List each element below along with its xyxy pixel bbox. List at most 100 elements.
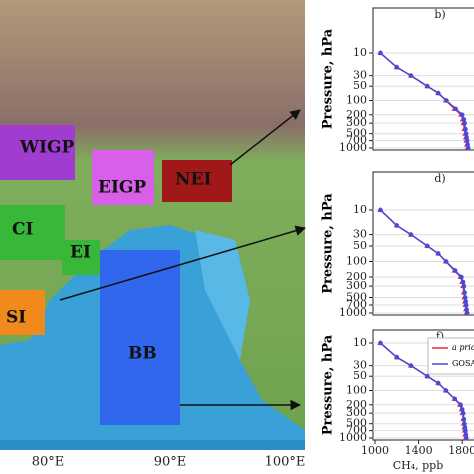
point bbox=[378, 207, 383, 213]
point bbox=[465, 145, 471, 151]
panel-label: f) bbox=[436, 330, 444, 343]
region-label: NEI bbox=[175, 170, 211, 190]
legend-box bbox=[427, 337, 474, 375]
legend-label: a priori bbox=[452, 343, 474, 352]
point bbox=[464, 307, 469, 312]
point bbox=[463, 432, 469, 437]
point bbox=[435, 251, 441, 256]
arrow bbox=[59, 225, 307, 301]
point bbox=[463, 131, 469, 137]
y-tick-label: 50 bbox=[353, 369, 367, 382]
point bbox=[443, 388, 449, 393]
x-tick-label: 1000 bbox=[361, 444, 389, 457]
region-bb bbox=[100, 250, 180, 425]
y-tick-label: 30 bbox=[353, 359, 367, 372]
map: WIGP EIGP NEI CI EI SI BB 80°E 90°E 100°… bbox=[0, 0, 307, 470]
point bbox=[459, 112, 465, 118]
y-tick-label: 500 bbox=[346, 290, 367, 303]
point bbox=[452, 396, 458, 402]
y-axis-label: Pressure, hPa bbox=[321, 28, 336, 129]
point bbox=[408, 363, 414, 368]
point bbox=[460, 279, 466, 285]
region-si bbox=[0, 290, 45, 335]
point bbox=[463, 302, 469, 308]
x-tick-label: 1800 bbox=[448, 444, 474, 457]
point bbox=[462, 120, 467, 126]
y-tick-label: 1000 bbox=[339, 306, 367, 319]
point bbox=[463, 126, 468, 132]
point bbox=[459, 274, 464, 280]
point bbox=[435, 380, 441, 386]
point bbox=[460, 410, 466, 416]
plot-frame bbox=[372, 7, 474, 151]
y-tick-label: 100 bbox=[346, 384, 367, 397]
arrow bbox=[229, 109, 301, 166]
lon-label: 90°E bbox=[154, 455, 187, 470]
point bbox=[462, 295, 468, 300]
y-tick-label: 1000 bbox=[339, 141, 367, 154]
point bbox=[453, 106, 458, 112]
y-tick-label: 700 bbox=[346, 298, 367, 311]
region-ei bbox=[62, 240, 100, 275]
y-tick-label: 30 bbox=[353, 69, 367, 82]
panel-label: b) bbox=[434, 8, 445, 21]
shelf bbox=[195, 230, 250, 360]
y-tick-label: 50 bbox=[353, 79, 367, 92]
y-tick-label: 10 bbox=[353, 203, 367, 216]
y-axis-label: Pressure, hPa bbox=[321, 193, 336, 294]
y-tick-label: 30 bbox=[353, 228, 367, 241]
point bbox=[459, 407, 465, 412]
y-tick-label: 500 bbox=[346, 127, 367, 140]
y-tick-label: 200 bbox=[346, 398, 367, 411]
y-tick-label: 700 bbox=[346, 134, 367, 147]
region-ci bbox=[0, 205, 65, 260]
region-label: EI bbox=[70, 243, 91, 263]
point bbox=[394, 64, 400, 70]
y-tick-label: 100 bbox=[346, 94, 367, 107]
y-tick-label: 300 bbox=[346, 279, 367, 292]
point bbox=[378, 340, 383, 346]
point bbox=[463, 435, 469, 441]
ocean-edge bbox=[0, 440, 305, 450]
y-tick-label: 200 bbox=[346, 270, 367, 283]
region-label: SI bbox=[6, 308, 26, 328]
y-tick-label: 1000 bbox=[339, 431, 367, 444]
point bbox=[463, 299, 468, 304]
panel-label: d) bbox=[434, 172, 445, 185]
point bbox=[394, 354, 400, 360]
region-eigp bbox=[92, 150, 154, 205]
x-axis-label: CH₄, ppb bbox=[393, 459, 444, 472]
point bbox=[452, 268, 458, 273]
y-axis-label: Pressure, hPa bbox=[321, 334, 336, 435]
point bbox=[464, 138, 470, 143]
point bbox=[443, 259, 449, 264]
lon-label: 100°E bbox=[265, 455, 306, 470]
region-nei bbox=[162, 160, 232, 202]
point bbox=[378, 50, 383, 56]
point bbox=[461, 283, 467, 289]
point bbox=[461, 416, 467, 422]
region-label: WIGP bbox=[19, 138, 75, 158]
point bbox=[425, 373, 430, 379]
y-tick-label: 50 bbox=[353, 239, 367, 252]
y-tick-label: 10 bbox=[353, 336, 367, 349]
point bbox=[461, 117, 467, 122]
region-label: CI bbox=[12, 220, 34, 240]
y-tick-label: 10 bbox=[353, 46, 367, 59]
point bbox=[444, 98, 449, 103]
region-label: EIGP bbox=[98, 178, 146, 198]
point bbox=[425, 83, 430, 89]
point bbox=[408, 73, 414, 78]
point bbox=[435, 90, 441, 96]
point bbox=[458, 402, 463, 408]
point bbox=[462, 421, 467, 427]
y-tick-label: 300 bbox=[346, 406, 367, 419]
y-tick-label: 500 bbox=[346, 417, 367, 430]
y-tick-label: 100 bbox=[346, 255, 367, 268]
legend-label: GOSAT bbox=[452, 359, 474, 368]
y-tick-label: 700 bbox=[346, 424, 367, 437]
